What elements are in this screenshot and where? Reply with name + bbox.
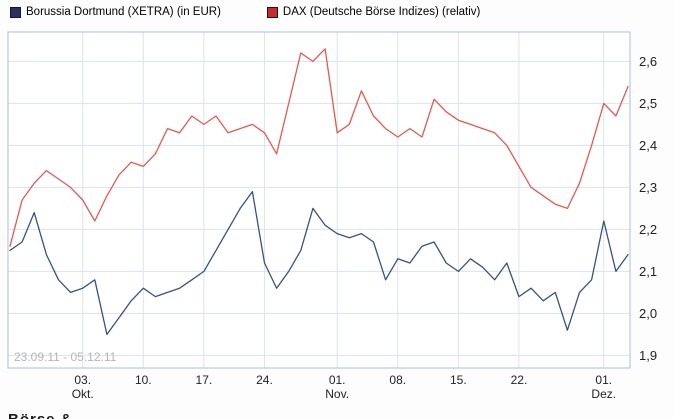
series-line-dax bbox=[9, 48, 629, 247]
legend-item-dax: DAX (Deutsche Börse Indizes) (relativ) bbox=[266, 6, 481, 18]
legend-item-bvb: Borussia Dortmund (XETRA) (in EUR) bbox=[10, 6, 221, 18]
x-tick-label: 01. bbox=[595, 373, 612, 387]
x-tick-month-label: Dez. bbox=[591, 387, 616, 401]
y-tick-label: 2,4 bbox=[639, 138, 657, 153]
legend-swatch-dax-icon bbox=[266, 6, 278, 18]
x-tick-label: 01. bbox=[329, 373, 346, 387]
legend-label-bvb: Borussia Dortmund (XETRA) (in EUR) bbox=[26, 6, 221, 18]
x-tick-label: 24. bbox=[256, 373, 273, 387]
y-tick-label: 2,0 bbox=[639, 306, 657, 321]
y-tick-label: 2,3 bbox=[639, 180, 657, 195]
x-tick-label: 03. bbox=[74, 373, 91, 387]
legend-label-dax: DAX (Deutsche Börse Indizes) (relativ) bbox=[282, 6, 481, 18]
date-range-watermark: 23.09.11 - 05.12.11 bbox=[14, 350, 117, 364]
x-tick-label: 17. bbox=[196, 373, 213, 387]
y-tick-label: 2,2 bbox=[639, 222, 657, 237]
x-tick-month-label: Okt. bbox=[72, 387, 94, 401]
y-tick-label: 2,5 bbox=[639, 96, 657, 111]
y-tick-label: 2,6 bbox=[639, 54, 657, 69]
x-tick-month-label: Nov. bbox=[325, 387, 349, 401]
footer-cropped-text: Börse & bbox=[8, 409, 73, 419]
legend-swatch-bvb-icon bbox=[10, 6, 21, 18]
y-tick-label: 1,9 bbox=[639, 348, 657, 363]
x-tick-label: 15. bbox=[450, 373, 467, 387]
series-line-bvb bbox=[9, 190, 629, 336]
plot-area bbox=[8, 32, 630, 368]
chart-legend: Borussia Dortmund (XETRA) (in EUR) DAX (… bbox=[10, 6, 480, 18]
x-tick-label: 22. bbox=[511, 373, 528, 387]
x-tick-label: 10. bbox=[135, 373, 152, 387]
y-tick-label: 2,1 bbox=[639, 264, 657, 279]
footer-text: Börse & bbox=[8, 411, 73, 419]
x-tick-label: 08. bbox=[389, 373, 406, 387]
plot-border bbox=[7, 31, 631, 369]
